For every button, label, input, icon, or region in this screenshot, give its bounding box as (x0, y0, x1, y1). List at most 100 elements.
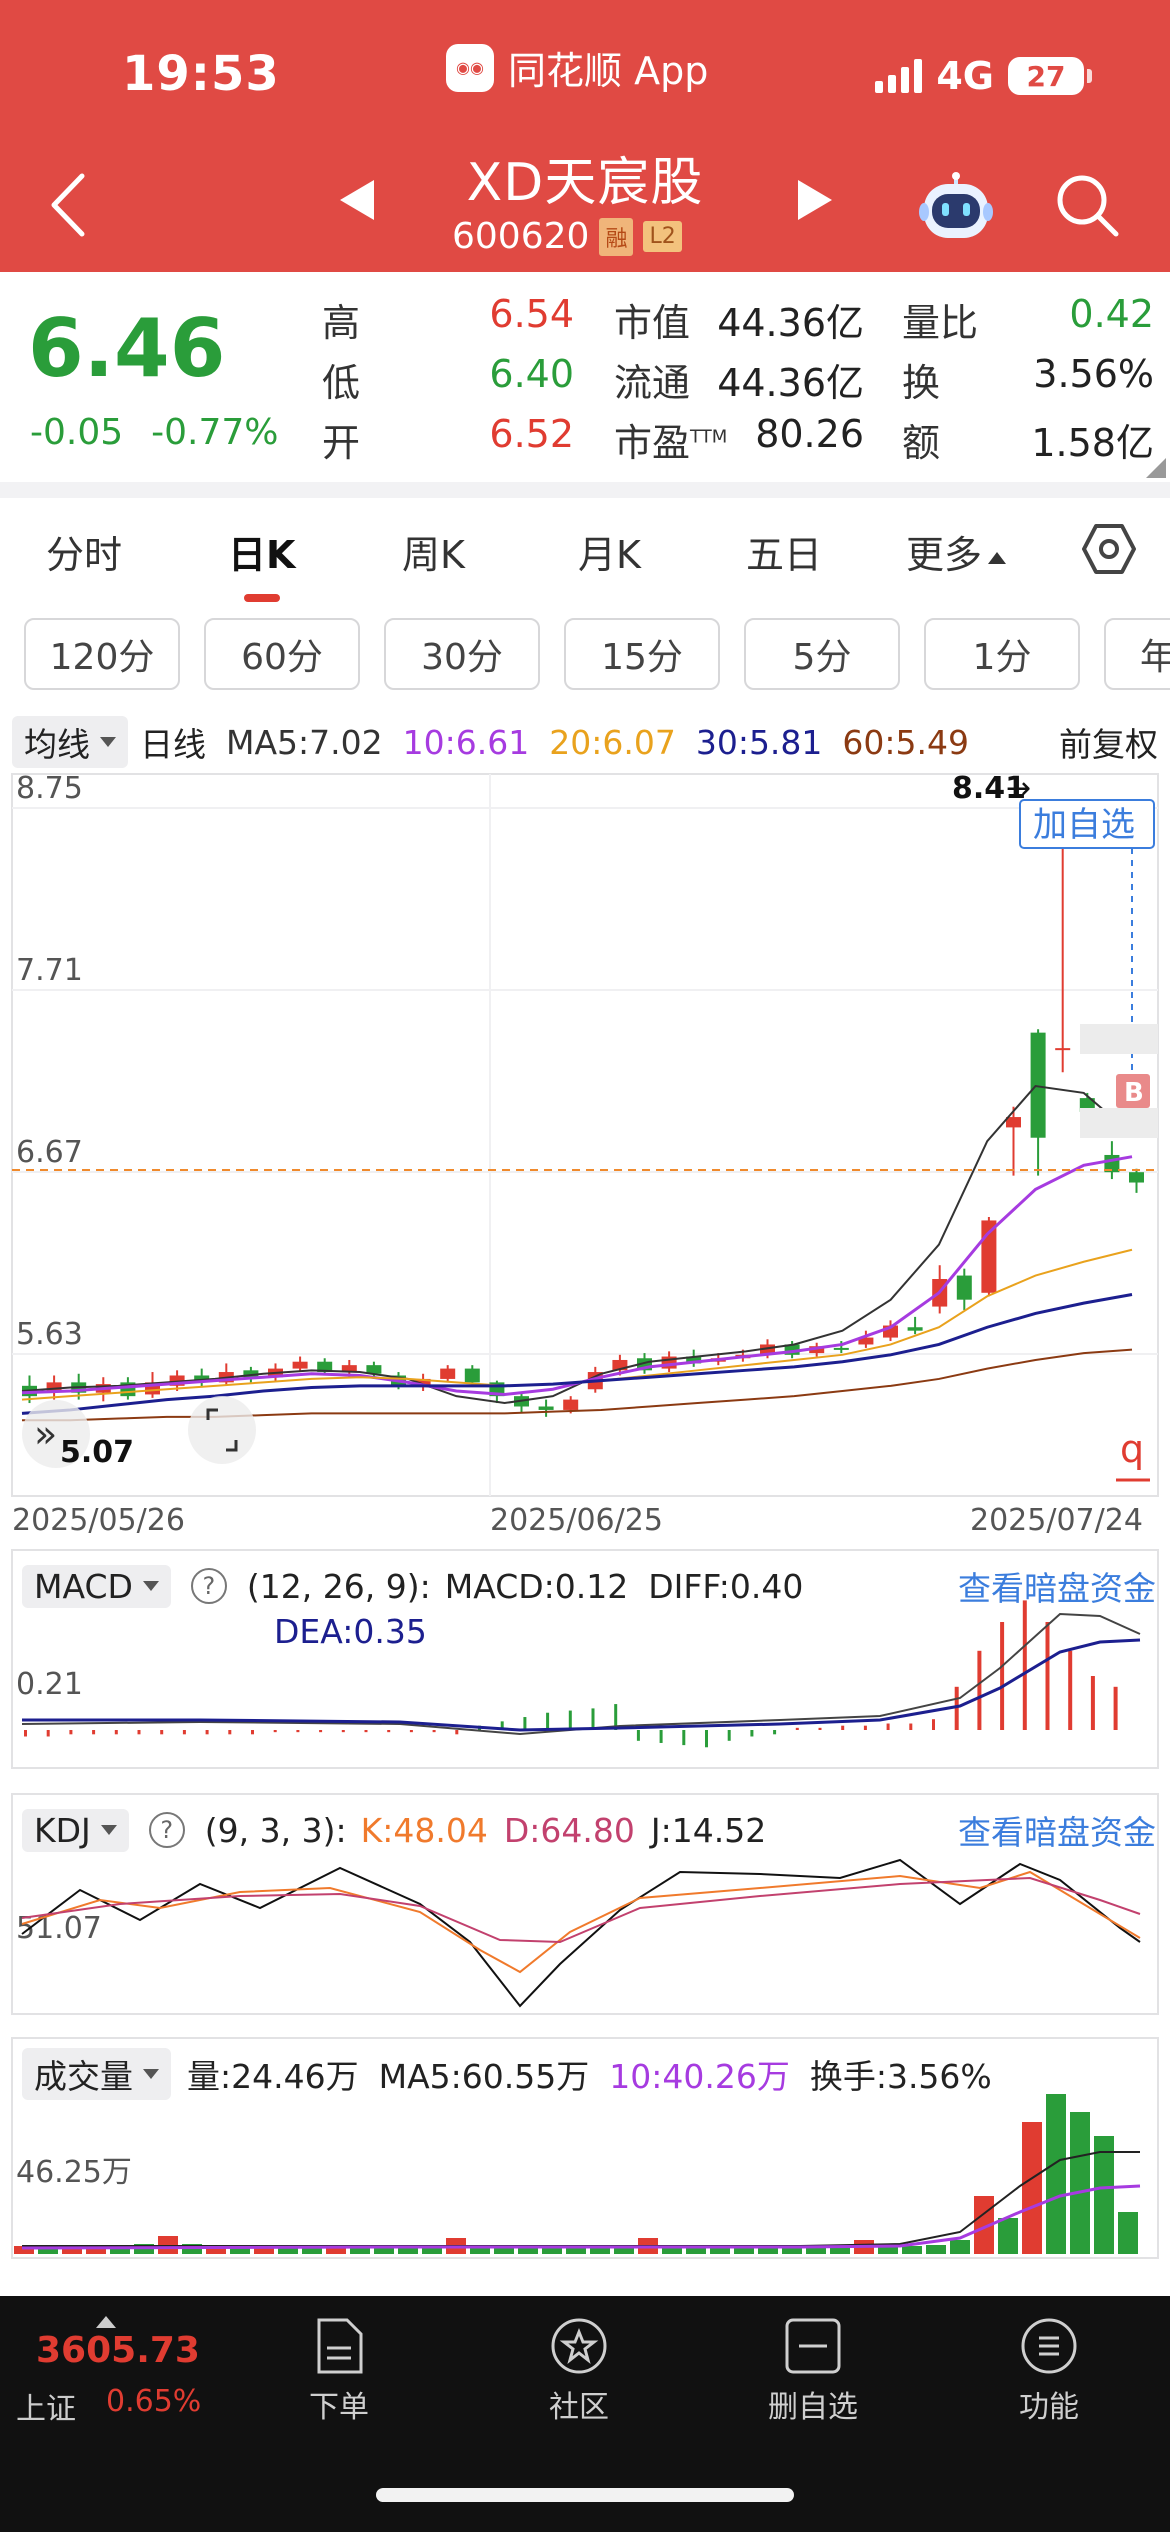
macd-bar (160, 1730, 164, 1735)
status-app-label[interactable]: ◉◉ 同花顺 App (446, 40, 708, 95)
volume-bar (422, 2245, 442, 2254)
candle-body (1006, 1117, 1021, 1128)
macd-bar (591, 1708, 595, 1730)
ma30-line (21, 1293, 1133, 1415)
volume-bar (278, 2245, 298, 2254)
settings-hex-icon[interactable] (1082, 522, 1136, 576)
macd-bar (909, 1723, 913, 1730)
index-name: 上证 (16, 2392, 76, 2427)
ma-selector[interactable]: 均线 (12, 716, 128, 768)
volume-bar (710, 2245, 730, 2254)
kdj-selector[interactable]: KDJ (22, 1808, 129, 1852)
candle-body (317, 1361, 333, 1373)
diff-line (21, 1612, 1141, 1736)
macd-bar (886, 1723, 890, 1730)
macd-bar (705, 1730, 708, 1748)
nav-community[interactable]: 社区 (494, 2316, 664, 2426)
ma10-value: 10:6.61 (402, 722, 530, 762)
help-icon[interactable]: ? (190, 1568, 227, 1604)
macd-bar (773, 1730, 777, 1735)
nav-functions[interactable]: 功能 (964, 2316, 1134, 2426)
tab-intraday[interactable]: 分时 (46, 533, 123, 577)
volume-bar (1118, 2212, 1138, 2254)
community-star-icon (551, 2318, 607, 2374)
volume-ma10: 10:40.26万 (609, 2057, 790, 2096)
volume-bar (350, 2246, 370, 2254)
candle-body (1129, 1172, 1144, 1183)
volume-selector[interactable]: 成交量 (22, 2048, 171, 2100)
macd-bar (977, 1650, 982, 1730)
date-label-end: 2025/07/24 (970, 1503, 1143, 1538)
battery-icon: 27 (1008, 57, 1092, 95)
low-label: 低 (322, 361, 361, 405)
macd-bar (409, 1730, 413, 1733)
macd-selector[interactable]: MACD (22, 1564, 171, 1608)
expand-corner-icon[interactable] (1146, 458, 1166, 478)
tab-five-day[interactable]: 五日 (746, 533, 823, 577)
candle-body (415, 1378, 431, 1386)
search-icon[interactable] (1054, 172, 1120, 238)
next-stock-icon[interactable] (798, 180, 832, 220)
last-price: 6.46 (28, 302, 226, 395)
macd-bar (432, 1730, 436, 1733)
signal-icon (875, 59, 923, 93)
macd-value: MACD:0.12 (444, 1566, 629, 1606)
volume-header: 成交量 量:24.46万 MA5:60.55万 10:40.26万 换手:3.5… (0, 2044, 1170, 2104)
candle-body (440, 1368, 456, 1379)
macd-bar (954, 1686, 959, 1730)
volume-bar (758, 2245, 778, 2254)
y-tick-label: 7.71 (16, 953, 83, 988)
tab-60min[interactable]: 60分 (204, 618, 360, 690)
macd-bar (863, 1725, 867, 1730)
volume-bar (374, 2245, 394, 2254)
battery-level: 27 (1008, 57, 1084, 95)
tab-daily-k[interactable]: 日K (228, 533, 296, 577)
tab-30min[interactable]: 30分 (384, 618, 540, 690)
d-line (21, 1876, 1141, 1944)
period-tabs: 分时 日K 周K 月K 五日 更多 (0, 498, 1170, 608)
adjust-mode[interactable]: 前复权 (1059, 725, 1158, 764)
macd-bar (841, 1725, 845, 1730)
ma5-value: MA5:7.02 (226, 722, 383, 762)
macd-bar (92, 1730, 96, 1735)
tab-more[interactable]: 更多 (906, 524, 1007, 579)
candle-body (292, 1361, 308, 1369)
robot-assistant-icon[interactable] (918, 172, 994, 244)
app-header: 19:53 ◉◉ 同花顺 App 4G 27 XD天宸股 600620 融 L2 (0, 0, 1170, 272)
remove-box-icon (785, 2318, 841, 2374)
tab-15min[interactable]: 15分 (564, 618, 720, 690)
index-value[interactable]: 3605.73 (36, 2330, 200, 2371)
tab-1min[interactable]: 1分 (924, 618, 1080, 690)
macd-bar (387, 1730, 391, 1733)
volume-chart: 46.25万 (11, 2037, 1159, 2259)
help-icon[interactable]: ? (148, 1812, 185, 1848)
tab-monthly-k[interactable]: 月K (578, 533, 641, 577)
kline-chart[interactable]: 8.757.716.675.63 8.41 → 加自选 B » 5.07 q 2… (0, 772, 1170, 1542)
macd-frame (11, 1549, 1159, 1769)
macd-bar (795, 1727, 799, 1730)
section-divider (0, 482, 1170, 498)
tab-year[interactable]: 年 (1104, 618, 1170, 690)
tab-5min[interactable]: 5分 (744, 618, 900, 690)
macd-bar (341, 1730, 345, 1733)
volume-bar (1070, 2112, 1090, 2254)
open-label: 开 (322, 421, 361, 465)
fullscreen-icon (206, 1408, 238, 1452)
network-type: 4G (936, 54, 994, 98)
volume-bar (62, 2246, 82, 2254)
dark-pool-link-macd[interactable]: 查看暗盘资金 (958, 1569, 1156, 1608)
volume-bar (734, 2246, 754, 2254)
macd-bar (750, 1730, 754, 1737)
nav-order[interactable]: 下单 (254, 2316, 424, 2426)
j-line (21, 1858, 1141, 2008)
back-icon[interactable] (44, 170, 92, 240)
index-percent: 0.65% (106, 2384, 202, 2419)
y-tick-label: 8.75 (16, 772, 83, 806)
minute-tabs: 120分 60分 30分 15分 5分 1分 年 (0, 614, 1170, 698)
prev-stock-icon[interactable] (340, 180, 374, 220)
dark-pool-link-kdj[interactable]: 查看暗盘资金 (958, 1813, 1156, 1852)
candle-body (612, 1359, 628, 1371)
nav-remove-watch[interactable]: 删自选 (728, 2316, 898, 2426)
tab-weekly-k[interactable]: 周K (402, 533, 465, 577)
tab-120min[interactable]: 120分 (24, 618, 180, 690)
